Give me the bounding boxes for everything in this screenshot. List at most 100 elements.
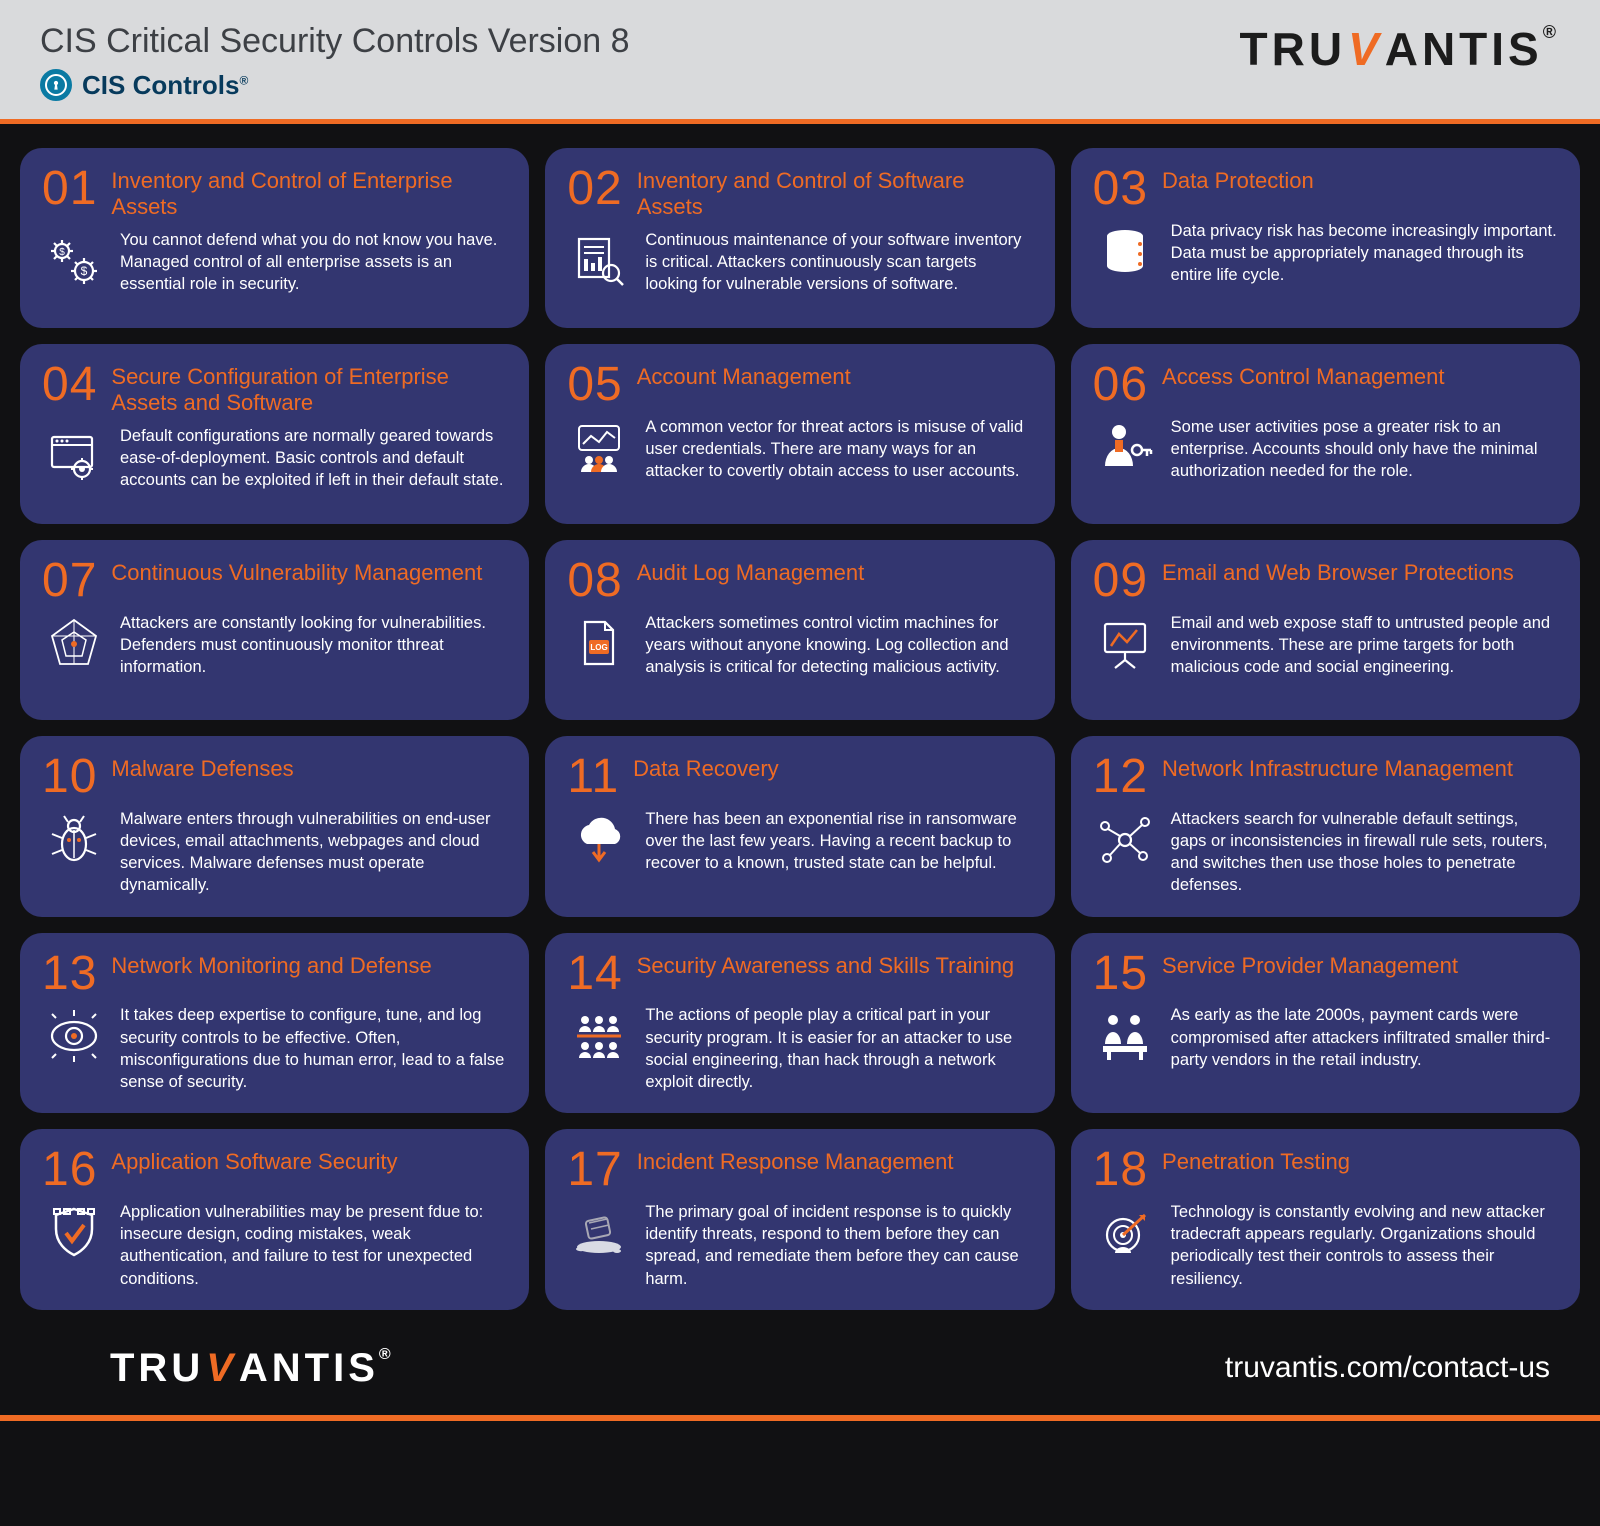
network-icon <box>1093 808 1157 872</box>
card-head: 05Account Management <box>567 362 1032 408</box>
footer-logo-v: V <box>204 1346 239 1390</box>
bug-icon <box>42 808 106 872</box>
card-head: 10Malware Defenses <box>42 754 507 800</box>
footer: TRUVANTIS® truvantis.com/contact-us <box>0 1328 1600 1421</box>
logo-post: ANTIS <box>1385 23 1543 75</box>
card-number: 15 <box>1093 951 1148 997</box>
card-number: 14 <box>567 951 622 997</box>
logo-mark: ® <box>1543 22 1560 42</box>
cloud-down-icon <box>567 808 631 872</box>
control-card-09: 09 Email and Web Browser Protections Email… <box>1071 540 1580 720</box>
controls-grid: 01Inventory and Control of Enterprise As… <box>0 124 1600 1328</box>
users-chart-icon <box>567 416 631 480</box>
card-body: Application vulnerabilities may be prese… <box>42 1201 507 1290</box>
card-title: Data Recovery <box>633 754 779 782</box>
control-card-12: 12 Network Infrastructure Management Attac… <box>1071 736 1580 917</box>
control-card-08: 08Audit Log Management Attackers sometime… <box>545 540 1054 720</box>
card-description: Application vulnerabilities may be prese… <box>120 1201 507 1290</box>
card-body: Attackers sometimes control victim machi… <box>567 612 1032 700</box>
logo-v: V <box>1346 23 1385 75</box>
truvantis-logo-header: TRUVANTIS® <box>1240 22 1561 76</box>
card-description: It takes deep expertise to configure, tu… <box>120 1004 507 1093</box>
card-title: Inventory and Control of Software Assets <box>637 166 1033 221</box>
card-head: 14Security Awareness and Skills Training <box>567 951 1032 997</box>
control-card-07: 07Continuous Vulnerability Management Att… <box>20 540 529 720</box>
presentation-icon <box>1093 612 1157 676</box>
control-card-06: 06Access Control Management Some user act… <box>1071 344 1580 524</box>
card-head: 13Network Monitoring and Defense <box>42 951 507 997</box>
card-title: Network Monitoring and Defense <box>111 951 431 979</box>
log-file-icon <box>567 612 631 676</box>
card-body: Email and web expose staff to untrusted … <box>1093 612 1558 700</box>
control-card-02: 02 Inventory and Control of Software Asse… <box>545 148 1054 328</box>
card-body: It takes deep expertise to configure, tu… <box>42 1004 507 1093</box>
card-head: 06Access Control Management <box>1093 362 1558 408</box>
card-head: 02 Inventory and Control of Software Asse… <box>567 166 1032 221</box>
card-title: Audit Log Management <box>637 558 865 586</box>
control-card-14: 14Security Awareness and Skills Training… <box>545 933 1054 1114</box>
control-card-13: 13Network Monitoring and Defense It takes… <box>20 933 529 1114</box>
truvantis-logo-footer: TRUVANTIS® <box>110 1346 395 1391</box>
card-body: A common vector for threat actors is mis… <box>567 416 1032 504</box>
card-description: The primary goal of incident response is… <box>645 1201 1032 1290</box>
card-number: 12 <box>1093 754 1148 800</box>
window-gear-icon <box>42 425 106 489</box>
keyhole-icon <box>48 77 64 93</box>
card-description: A common vector for threat actors is mis… <box>645 416 1032 483</box>
logo-pre: TRU <box>1240 23 1347 75</box>
footer-logo-pre: TRU <box>110 1346 204 1390</box>
footer-logo-mark: ® <box>379 1346 395 1363</box>
card-number: 03 <box>1093 166 1148 212</box>
card-body: The actions of people play a critical pa… <box>567 1004 1032 1093</box>
card-body: Data privacy risk has become increasingl… <box>1093 220 1558 308</box>
card-number: 05 <box>567 362 622 408</box>
card-head: 12 Network Infrastructure Management <box>1093 754 1558 800</box>
card-title: Data Protection <box>1162 166 1314 194</box>
card-title: Network Infrastructure Management <box>1162 754 1513 782</box>
card-title: Incident Response Management <box>637 1147 954 1175</box>
card-head: 08Audit Log Management <box>567 558 1032 604</box>
card-body: Attackers search for vulnerable default … <box>1093 808 1558 897</box>
card-body: You cannot defend what you do not know y… <box>42 229 507 308</box>
card-body: Some user activities pose a greater risk… <box>1093 416 1558 504</box>
report-icon <box>567 229 631 293</box>
card-title: Email and Web Browser Protections <box>1162 558 1514 586</box>
vendors-icon <box>1093 1004 1157 1068</box>
card-number: 18 <box>1093 1147 1148 1193</box>
card-head: 17Incident Response Management <box>567 1147 1032 1193</box>
control-card-03: 03 Data Protection Data privacy risk has b… <box>1071 148 1580 328</box>
card-body: There has been an exponential rise in ra… <box>567 808 1032 897</box>
contact-url: truvantis.com/contact-us <box>1225 1351 1550 1385</box>
card-description: There has been an exponential rise in ra… <box>645 808 1032 875</box>
card-description: Attackers are constantly looking for vul… <box>120 612 507 679</box>
card-title: Access Control Management <box>1162 362 1444 390</box>
header: CIS Critical Security Controls Version 8… <box>0 0 1600 124</box>
cis-controls-label: CIS Controls® <box>82 70 248 101</box>
card-head: 11 Data Recovery <box>567 754 1032 800</box>
card-description: Technology is constantly evolving and ne… <box>1171 1201 1558 1290</box>
control-card-15: 15Service Provider ManagementAs early as… <box>1071 933 1580 1114</box>
card-title: Continuous Vulnerability Management <box>111 558 482 586</box>
card-body: As early as the late 2000s, payment card… <box>1093 1004 1558 1093</box>
card-title: Penetration Testing <box>1162 1147 1350 1175</box>
card-title: Inventory and Control of Enterprise Asse… <box>111 166 507 221</box>
shield-check-icon <box>42 1201 106 1265</box>
card-body: Malware enters through vulnerabilities o… <box>42 808 507 897</box>
card-description: Attackers sometimes control victim machi… <box>645 612 1032 679</box>
control-card-05: 05Account Management A common vector for … <box>545 344 1054 524</box>
card-description: Some user activities pose a greater risk… <box>1171 416 1558 483</box>
target-arrow-icon <box>1093 1201 1157 1265</box>
card-number: 11 <box>567 754 619 800</box>
card-head: 07Continuous Vulnerability Management <box>42 558 507 604</box>
card-body: Attackers are constantly looking for vul… <box>42 612 507 700</box>
card-description: Continuous maintenance of your software … <box>645 229 1032 296</box>
people-rows-icon <box>567 1004 631 1068</box>
card-body: Default configurations are normally gear… <box>42 425 507 504</box>
header-left: CIS Critical Security Controls Version 8… <box>40 22 630 101</box>
card-number: 09 <box>1093 558 1148 604</box>
footer-logo-post: ANTIS <box>239 1346 379 1390</box>
page-title: CIS Critical Security Controls Version 8 <box>40 22 630 61</box>
cis-controls-text: CIS Controls <box>82 70 239 100</box>
card-number: 02 <box>567 166 622 212</box>
database-icon <box>1093 220 1157 284</box>
